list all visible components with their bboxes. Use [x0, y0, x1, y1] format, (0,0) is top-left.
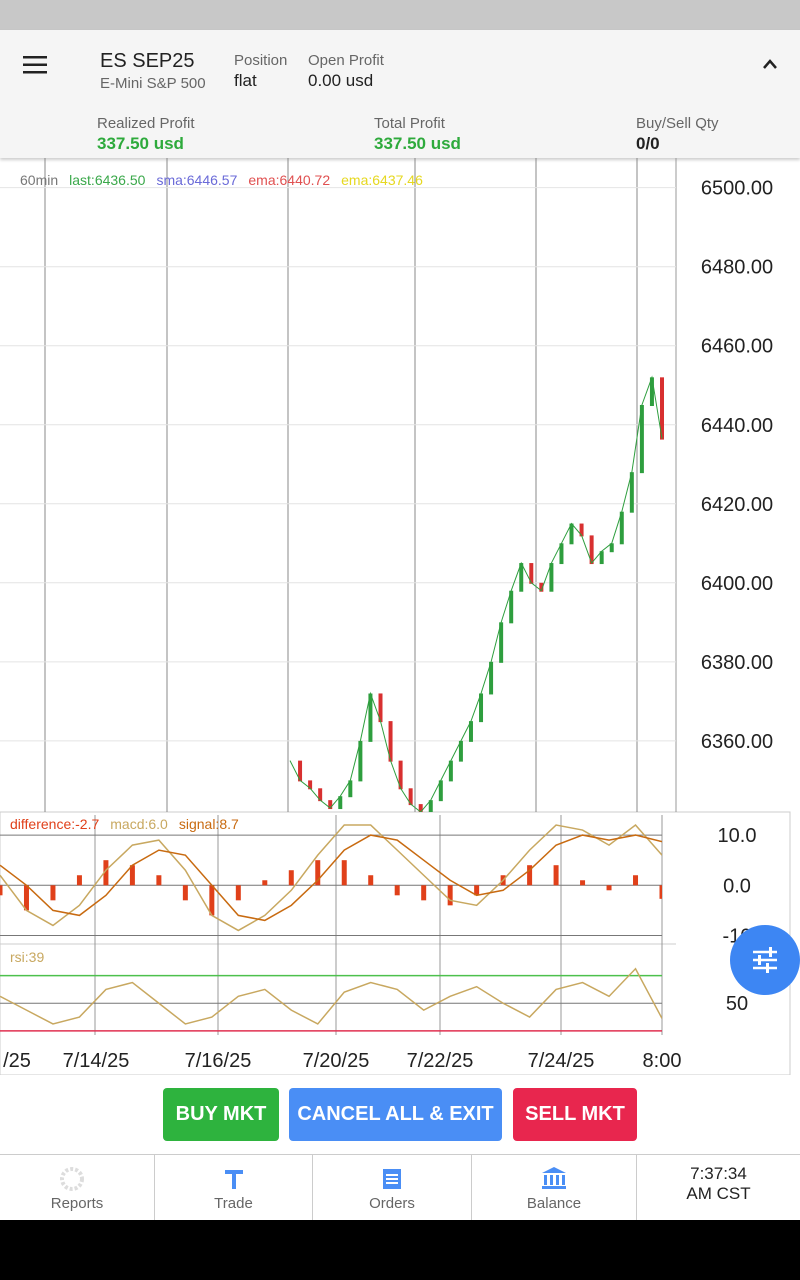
stat-value: 337.50 usd	[97, 134, 184, 153]
stat-value: 0/0	[636, 134, 660, 153]
legend-entry: difference:-2.7	[10, 816, 99, 832]
menu-icon[interactable]	[23, 56, 47, 74]
legend-entry: ema:6437.46	[341, 172, 423, 188]
nav-item[interactable]: Trade	[155, 1155, 313, 1220]
description: E-Mini S&P 500	[100, 75, 206, 92]
x-tick-label: 8:00	[643, 1050, 682, 1072]
series-line	[0, 824, 662, 932]
x-tick-label: 7/16/25	[185, 1050, 252, 1072]
cancel-button[interactable]: CANCEL ALL & EXIT	[289, 1088, 502, 1141]
y-tick-label: 6480.00	[701, 257, 773, 279]
buy-button[interactable]: BUY MKT	[163, 1088, 279, 1141]
y-tick-label: 6500.00	[701, 178, 773, 200]
series-line	[0, 967, 662, 1025]
clock-zone: AM CST	[686, 1184, 751, 1203]
stat-label: Buy/Sell Qty	[636, 115, 719, 132]
collapse-icon[interactable]	[762, 58, 778, 70]
nav-label: Trade	[214, 1195, 253, 1212]
status-bar	[0, 0, 800, 30]
nav-item[interactable]: Orders	[313, 1155, 472, 1220]
y-tick-label: 6440.00	[701, 415, 773, 437]
y-tick-label: 6420.00	[701, 494, 773, 516]
series-line	[289, 375, 663, 812]
legend-entry: ema:6440.72	[248, 172, 330, 188]
stat-label: Realized Profit	[97, 115, 195, 132]
sell-button[interactable]: SELL MKT	[513, 1088, 637, 1141]
nav-item[interactable]: Reports	[0, 1155, 155, 1220]
position-label: Position	[234, 52, 288, 69]
x-tick-label: 7/24/25	[528, 1050, 595, 1072]
x-tick-label: 7/22/25	[407, 1050, 474, 1072]
x-tick-label: 7/20/25	[303, 1050, 370, 1072]
open-profit-label: Open Profit	[308, 52, 384, 69]
nav-label: Balance	[526, 1195, 582, 1212]
y-tick-label: 10.0	[718, 825, 757, 847]
clock: 7:37:34 AM CST	[637, 1164, 800, 1204]
header	[0, 30, 800, 158]
series-line	[0, 834, 662, 922]
symbol: ES SEP25	[100, 50, 195, 72]
nav-item[interactable]: Balance	[472, 1155, 637, 1220]
legend-entry: last:6436.50	[69, 172, 145, 188]
open-profit-value: 0.00 usd	[308, 71, 374, 90]
nav-label: Reports	[50, 1195, 104, 1212]
y-tick-label: 6400.00	[701, 573, 773, 595]
stat-value: 337.50 usd	[374, 134, 461, 153]
legend-entry: signal:8.7	[179, 816, 239, 832]
x-tick-label: 7/14/25	[63, 1050, 130, 1072]
y-tick-label: 50	[726, 993, 748, 1015]
y-tick-label: 6460.00	[701, 336, 773, 358]
legend-entry: macd:6.0	[110, 816, 168, 832]
system-bar	[0, 1220, 800, 1280]
y-tick-label: 6380.00	[701, 652, 773, 674]
nav-border	[0, 1154, 800, 1155]
legend-entry: sma:6446.57	[156, 172, 237, 188]
y-tick-label: 0.0	[723, 875, 751, 897]
charts: 6360.00 6380.00 6400.00 6420.00 6440.00 6460.…	[0, 158, 791, 1075]
stat-label: Total Profit	[374, 115, 445, 132]
legend-entry: 60min	[20, 172, 58, 188]
y-tick-label: 6360.00	[701, 731, 773, 753]
nav-label: Orders	[369, 1195, 415, 1212]
x-tick-label: /25	[3, 1050, 31, 1072]
settings-fab[interactable]	[730, 925, 800, 995]
legend-entry: rsi:39	[10, 949, 44, 965]
clock-time: 7:37:34	[690, 1164, 747, 1183]
position-value: flat	[234, 71, 257, 90]
